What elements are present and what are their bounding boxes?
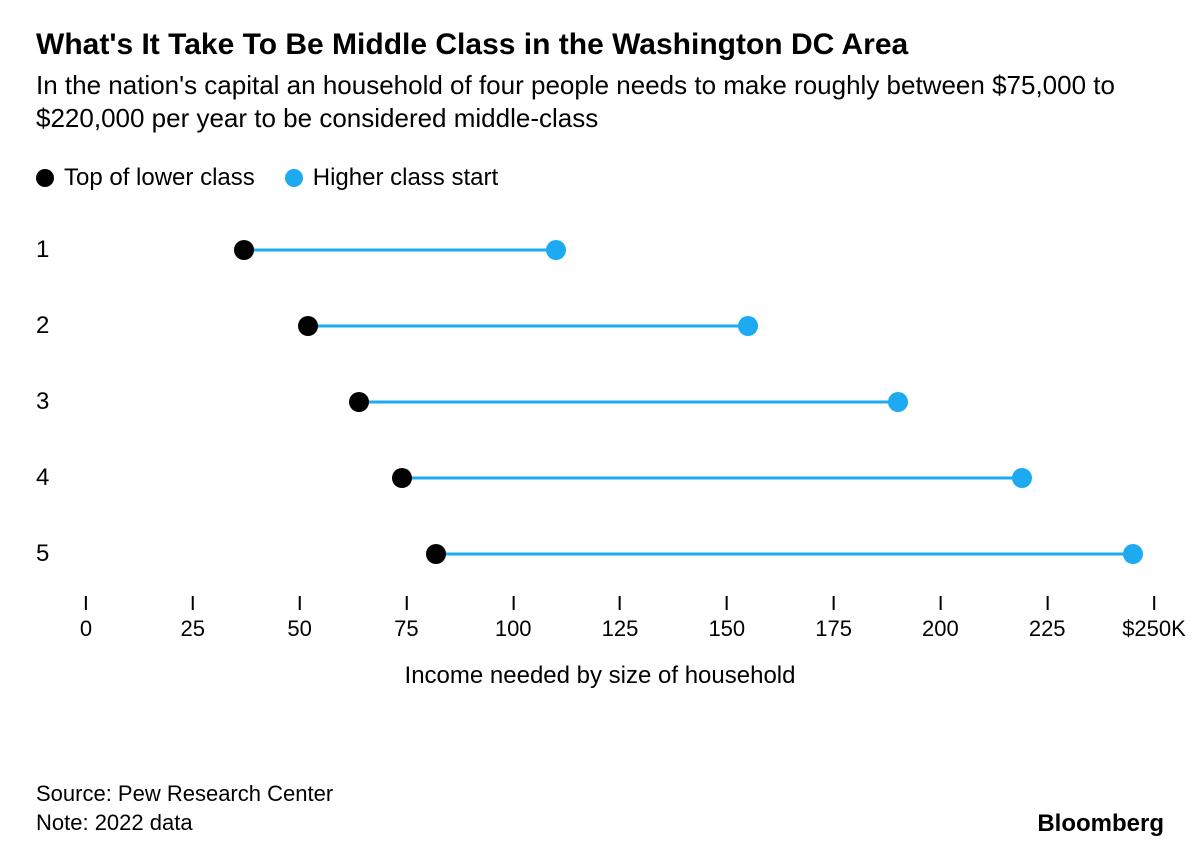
dot-higher-class-start	[1012, 468, 1032, 488]
legend: Top of lower class Higher class start	[36, 164, 1164, 192]
chart-row: 2	[36, 288, 1164, 364]
x-tick: 200	[922, 596, 959, 642]
x-tick: 125	[602, 596, 639, 642]
legend-label-lower: Top of lower class	[64, 164, 255, 192]
x-tick-mark-icon	[1046, 596, 1048, 610]
chart-plot-area: 1 2 3 4 5	[36, 212, 1164, 592]
x-tick-label: 175	[815, 616, 852, 642]
x-tick-mark-icon	[299, 596, 301, 610]
legend-dot-higher-icon	[285, 169, 303, 187]
x-tick-label: 50	[287, 616, 311, 642]
y-axis-label: 3	[36, 388, 76, 416]
chart-row: 4	[36, 440, 1164, 516]
x-tick-label: 125	[602, 616, 639, 642]
legend-dot-lower-icon	[36, 169, 54, 187]
row-plot	[86, 440, 1154, 516]
x-tick-label: 150	[708, 616, 745, 642]
x-tick: 175	[815, 596, 852, 642]
x-tick: 225	[1029, 596, 1066, 642]
x-tick: 75	[394, 596, 418, 642]
x-tick: 0	[80, 596, 92, 642]
dot-top-of-lower-class	[234, 240, 254, 260]
legend-item-higher: Higher class start	[285, 164, 498, 192]
x-tick-label: 75	[394, 616, 418, 642]
row-plot	[86, 516, 1154, 592]
dumbbell-connector	[244, 249, 556, 252]
y-axis-label: 5	[36, 540, 76, 568]
chart-row: 1	[36, 212, 1164, 288]
dot-top-of-lower-class	[349, 392, 369, 412]
x-tick-label: $250K	[1122, 616, 1186, 642]
x-tick-mark-icon	[1153, 596, 1155, 610]
dumbbell-connector	[436, 553, 1132, 556]
chart-row: 5	[36, 516, 1164, 592]
dot-top-of-lower-class	[426, 544, 446, 564]
x-tick-label: 200	[922, 616, 959, 642]
x-tick-mark-icon	[939, 596, 941, 610]
chart-subtitle: In the nation's capital an household of …	[36, 69, 1136, 137]
dot-higher-class-start	[888, 392, 908, 412]
y-axis-label: 1	[36, 236, 76, 264]
x-tick-mark-icon	[726, 596, 728, 610]
row-plot	[86, 212, 1154, 288]
x-tick-mark-icon	[85, 596, 87, 610]
x-tick: $250K	[1122, 596, 1186, 642]
dumbbell-connector	[308, 325, 748, 328]
x-tick-label: 225	[1029, 616, 1066, 642]
x-tick: 50	[287, 596, 311, 642]
x-tick: 150	[708, 596, 745, 642]
x-tick-mark-icon	[405, 596, 407, 610]
dumbbell-connector	[359, 401, 897, 404]
source-text: Source: Pew Research Center	[36, 779, 333, 809]
x-tick-label: 0	[80, 616, 92, 642]
dumbbell-connector	[402, 477, 1021, 480]
x-axis-title: Income needed by size of household	[36, 662, 1164, 690]
row-plot	[86, 288, 1154, 364]
x-axis: 0255075100125150175200225$250K	[36, 596, 1164, 656]
legend-item-lower: Top of lower class	[36, 164, 255, 192]
dot-top-of-lower-class	[298, 316, 318, 336]
y-axis-label: 2	[36, 312, 76, 340]
chart-footer: Source: Pew Research Center Note: 2022 d…	[36, 779, 333, 838]
dot-higher-class-start	[738, 316, 758, 336]
x-tick: 100	[495, 596, 532, 642]
note-text: Note: 2022 data	[36, 808, 333, 838]
x-tick-label: 100	[495, 616, 532, 642]
x-tick-mark-icon	[512, 596, 514, 610]
x-tick-label: 25	[181, 616, 205, 642]
x-ticks-container: 0255075100125150175200225$250K	[86, 596, 1154, 656]
x-tick-mark-icon	[619, 596, 621, 610]
chart-row: 3	[36, 364, 1164, 440]
x-tick-mark-icon	[192, 596, 194, 610]
y-axis-label: 4	[36, 464, 76, 492]
x-tick-mark-icon	[833, 596, 835, 610]
x-tick: 25	[181, 596, 205, 642]
chart-container: What's It Take To Be Middle Class in the…	[0, 0, 1200, 868]
chart-title: What's It Take To Be Middle Class in the…	[36, 28, 1164, 63]
row-plot	[86, 364, 1154, 440]
dot-higher-class-start	[1123, 544, 1143, 564]
legend-label-higher: Higher class start	[313, 164, 498, 192]
dot-higher-class-start	[546, 240, 566, 260]
brand-label: Bloomberg	[1037, 810, 1164, 838]
dot-top-of-lower-class	[392, 468, 412, 488]
